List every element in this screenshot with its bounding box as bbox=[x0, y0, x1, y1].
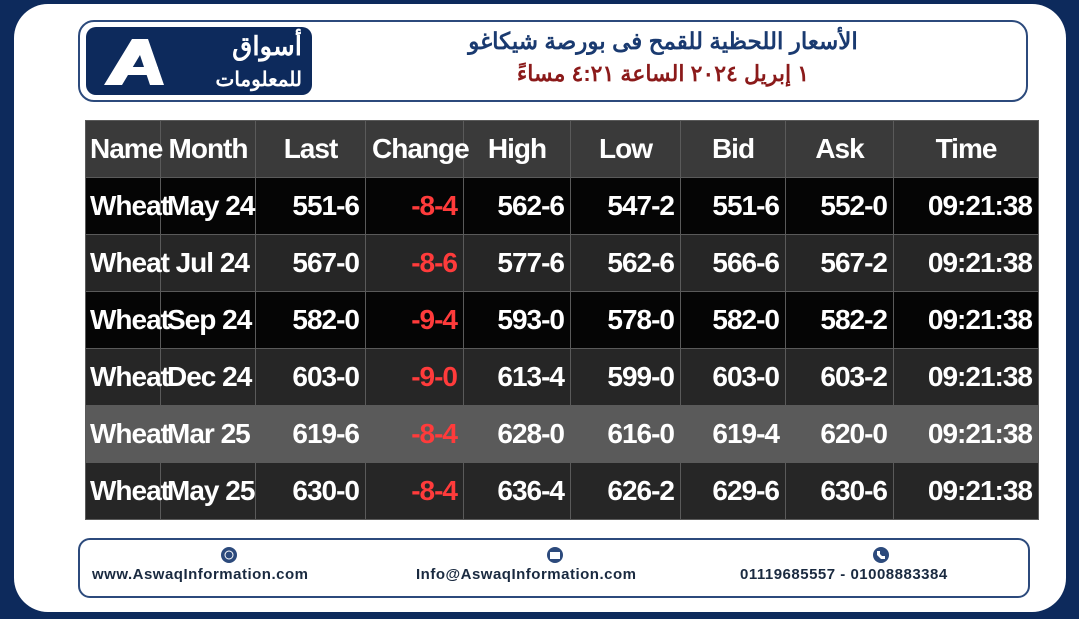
column-header: Change bbox=[365, 120, 470, 178]
table-cell: 626-2 bbox=[570, 462, 681, 520]
column-header: Month bbox=[160, 120, 256, 178]
table-cell: 547-2 bbox=[570, 177, 681, 235]
table-cell: 09:21:38 bbox=[893, 462, 1039, 520]
table-cell: 619-4 bbox=[680, 405, 786, 463]
logo: أسواق للمعلومات bbox=[86, 27, 312, 95]
table-cell: Wheat bbox=[85, 291, 170, 349]
table-cell: -8-4 bbox=[365, 462, 464, 520]
table-cell: Mar 25 bbox=[160, 405, 256, 463]
table-cell: 578-0 bbox=[570, 291, 681, 349]
table-cell: -8-4 bbox=[365, 177, 464, 235]
table-cell: 577-6 bbox=[463, 234, 571, 292]
phone-icon bbox=[873, 547, 889, 563]
table-cell: 613-4 bbox=[463, 348, 571, 406]
web-icon bbox=[221, 547, 237, 563]
table-row: Wheat Mar 25 619-6 -8-4 628-0 616-0 619-4 620-0… bbox=[85, 405, 1039, 463]
table-cell: 630-6 bbox=[785, 462, 894, 520]
table-cell: Jul 24 bbox=[160, 234, 256, 292]
table-cell: Sep 24 bbox=[160, 291, 256, 349]
table-cell: Dec 24 bbox=[160, 348, 256, 406]
table-cell: 09:21:38 bbox=[893, 234, 1039, 292]
table-row: Wheat May 24 551-6 -8-4 562-6 547-2 551-6 552-0… bbox=[85, 177, 1039, 235]
header-row: Name Month Last Change High Low Bid Ask Time bbox=[85, 120, 1039, 178]
table-cell: May 24 bbox=[160, 177, 256, 235]
table-cell: 582-0 bbox=[680, 291, 786, 349]
table-cell: -8-4 bbox=[365, 405, 464, 463]
table-cell: 628-0 bbox=[463, 405, 571, 463]
email: Info@AswaqInformation.com bbox=[416, 566, 637, 583]
table-cell: -9-4 bbox=[365, 291, 464, 349]
table-cell: 566-6 bbox=[680, 234, 786, 292]
table-cell: May 25 bbox=[160, 462, 256, 520]
table-cell: Wheat bbox=[85, 177, 170, 235]
table-cell: Wheat bbox=[85, 405, 170, 463]
table-cell: 619-6 bbox=[255, 405, 366, 463]
title: الأسعار اللحظية للقمح فى بورصة شيكاغو ١ … bbox=[320, 28, 1006, 87]
table-cell: -8-6 bbox=[365, 234, 464, 292]
table-cell: 567-2 bbox=[785, 234, 894, 292]
price-table: Name Month Last Change High Low Bid Ask Time Whe… bbox=[85, 120, 1039, 520]
table-cell: 567-0 bbox=[255, 234, 366, 292]
table-cell: 562-6 bbox=[570, 234, 681, 292]
table-cell: Wheat bbox=[85, 234, 170, 292]
website: www.AswaqInformation.com bbox=[92, 566, 309, 583]
table-cell: 582-0 bbox=[255, 291, 366, 349]
column-header: Low bbox=[570, 120, 681, 178]
date-line: ١ إبريل ٢٠٢٤ الساعة ٤:٢١ مساءً bbox=[516, 61, 810, 86]
table-cell: 09:21:38 bbox=[893, 291, 1039, 349]
column-header: Last bbox=[255, 120, 366, 178]
column-header: Bid bbox=[680, 120, 786, 178]
table-cell: 630-0 bbox=[255, 462, 366, 520]
table-cell: 09:21:38 bbox=[893, 348, 1039, 406]
table-cell: Wheat bbox=[85, 348, 170, 406]
table-row: Wheat Jul 24 567-0 -8-6 577-6 562-6 566-6 567-2… bbox=[85, 234, 1039, 292]
table-cell: 629-6 bbox=[680, 462, 786, 520]
table-cell: Wheat bbox=[85, 462, 170, 520]
table-row: Wheat Sep 24 582-0 -9-4 593-0 578-0 582-0 582-2… bbox=[85, 291, 1039, 349]
column-header: Time bbox=[893, 120, 1039, 178]
phone: 01119685557 - 01008883384 bbox=[740, 566, 948, 583]
table-cell: 09:21:38 bbox=[893, 405, 1039, 463]
table-row: Wheat May 25 630-0 -8-4 636-4 626-2 629-6 630-6… bbox=[85, 462, 1039, 520]
title-line: الأسعار اللحظية للقمح فى بورصة شيكاغو bbox=[468, 28, 858, 54]
table-cell: 603-0 bbox=[680, 348, 786, 406]
table-cell: 551-6 bbox=[255, 177, 366, 235]
table-cell: 603-2 bbox=[785, 348, 894, 406]
table-cell: 551-6 bbox=[680, 177, 786, 235]
footer: www.AswaqInformation.com Info@AswaqInfor… bbox=[78, 538, 1030, 598]
table-cell: 552-0 bbox=[785, 177, 894, 235]
column-header: Name bbox=[85, 120, 163, 178]
table-cell: 616-0 bbox=[570, 405, 681, 463]
table-cell: 582-2 bbox=[785, 291, 894, 349]
table-row: Wheat Dec 24 603-0 -9-0 613-4 599-0 603-0 603-2… bbox=[85, 348, 1039, 406]
table-cell: 599-0 bbox=[570, 348, 681, 406]
mail-icon bbox=[547, 547, 563, 563]
header: أسواق للمعلومات الأسعار اللحظية للقمح فى… bbox=[78, 20, 1028, 102]
table-cell: 562-6 bbox=[463, 177, 571, 235]
column-header: High bbox=[463, 120, 571, 178]
table-cell: 636-4 bbox=[463, 462, 571, 520]
logo-text: للمعلومات bbox=[215, 69, 302, 91]
table-cell: 593-0 bbox=[463, 291, 571, 349]
logo-icon bbox=[104, 39, 164, 85]
table-cell: 09:21:38 bbox=[893, 177, 1039, 235]
column-header: Ask bbox=[785, 120, 894, 178]
table-cell: 603-0 bbox=[255, 348, 366, 406]
logo-text: أسواق bbox=[232, 31, 302, 61]
table-cell: 620-0 bbox=[785, 405, 894, 463]
table-cell: -9-0 bbox=[365, 348, 464, 406]
